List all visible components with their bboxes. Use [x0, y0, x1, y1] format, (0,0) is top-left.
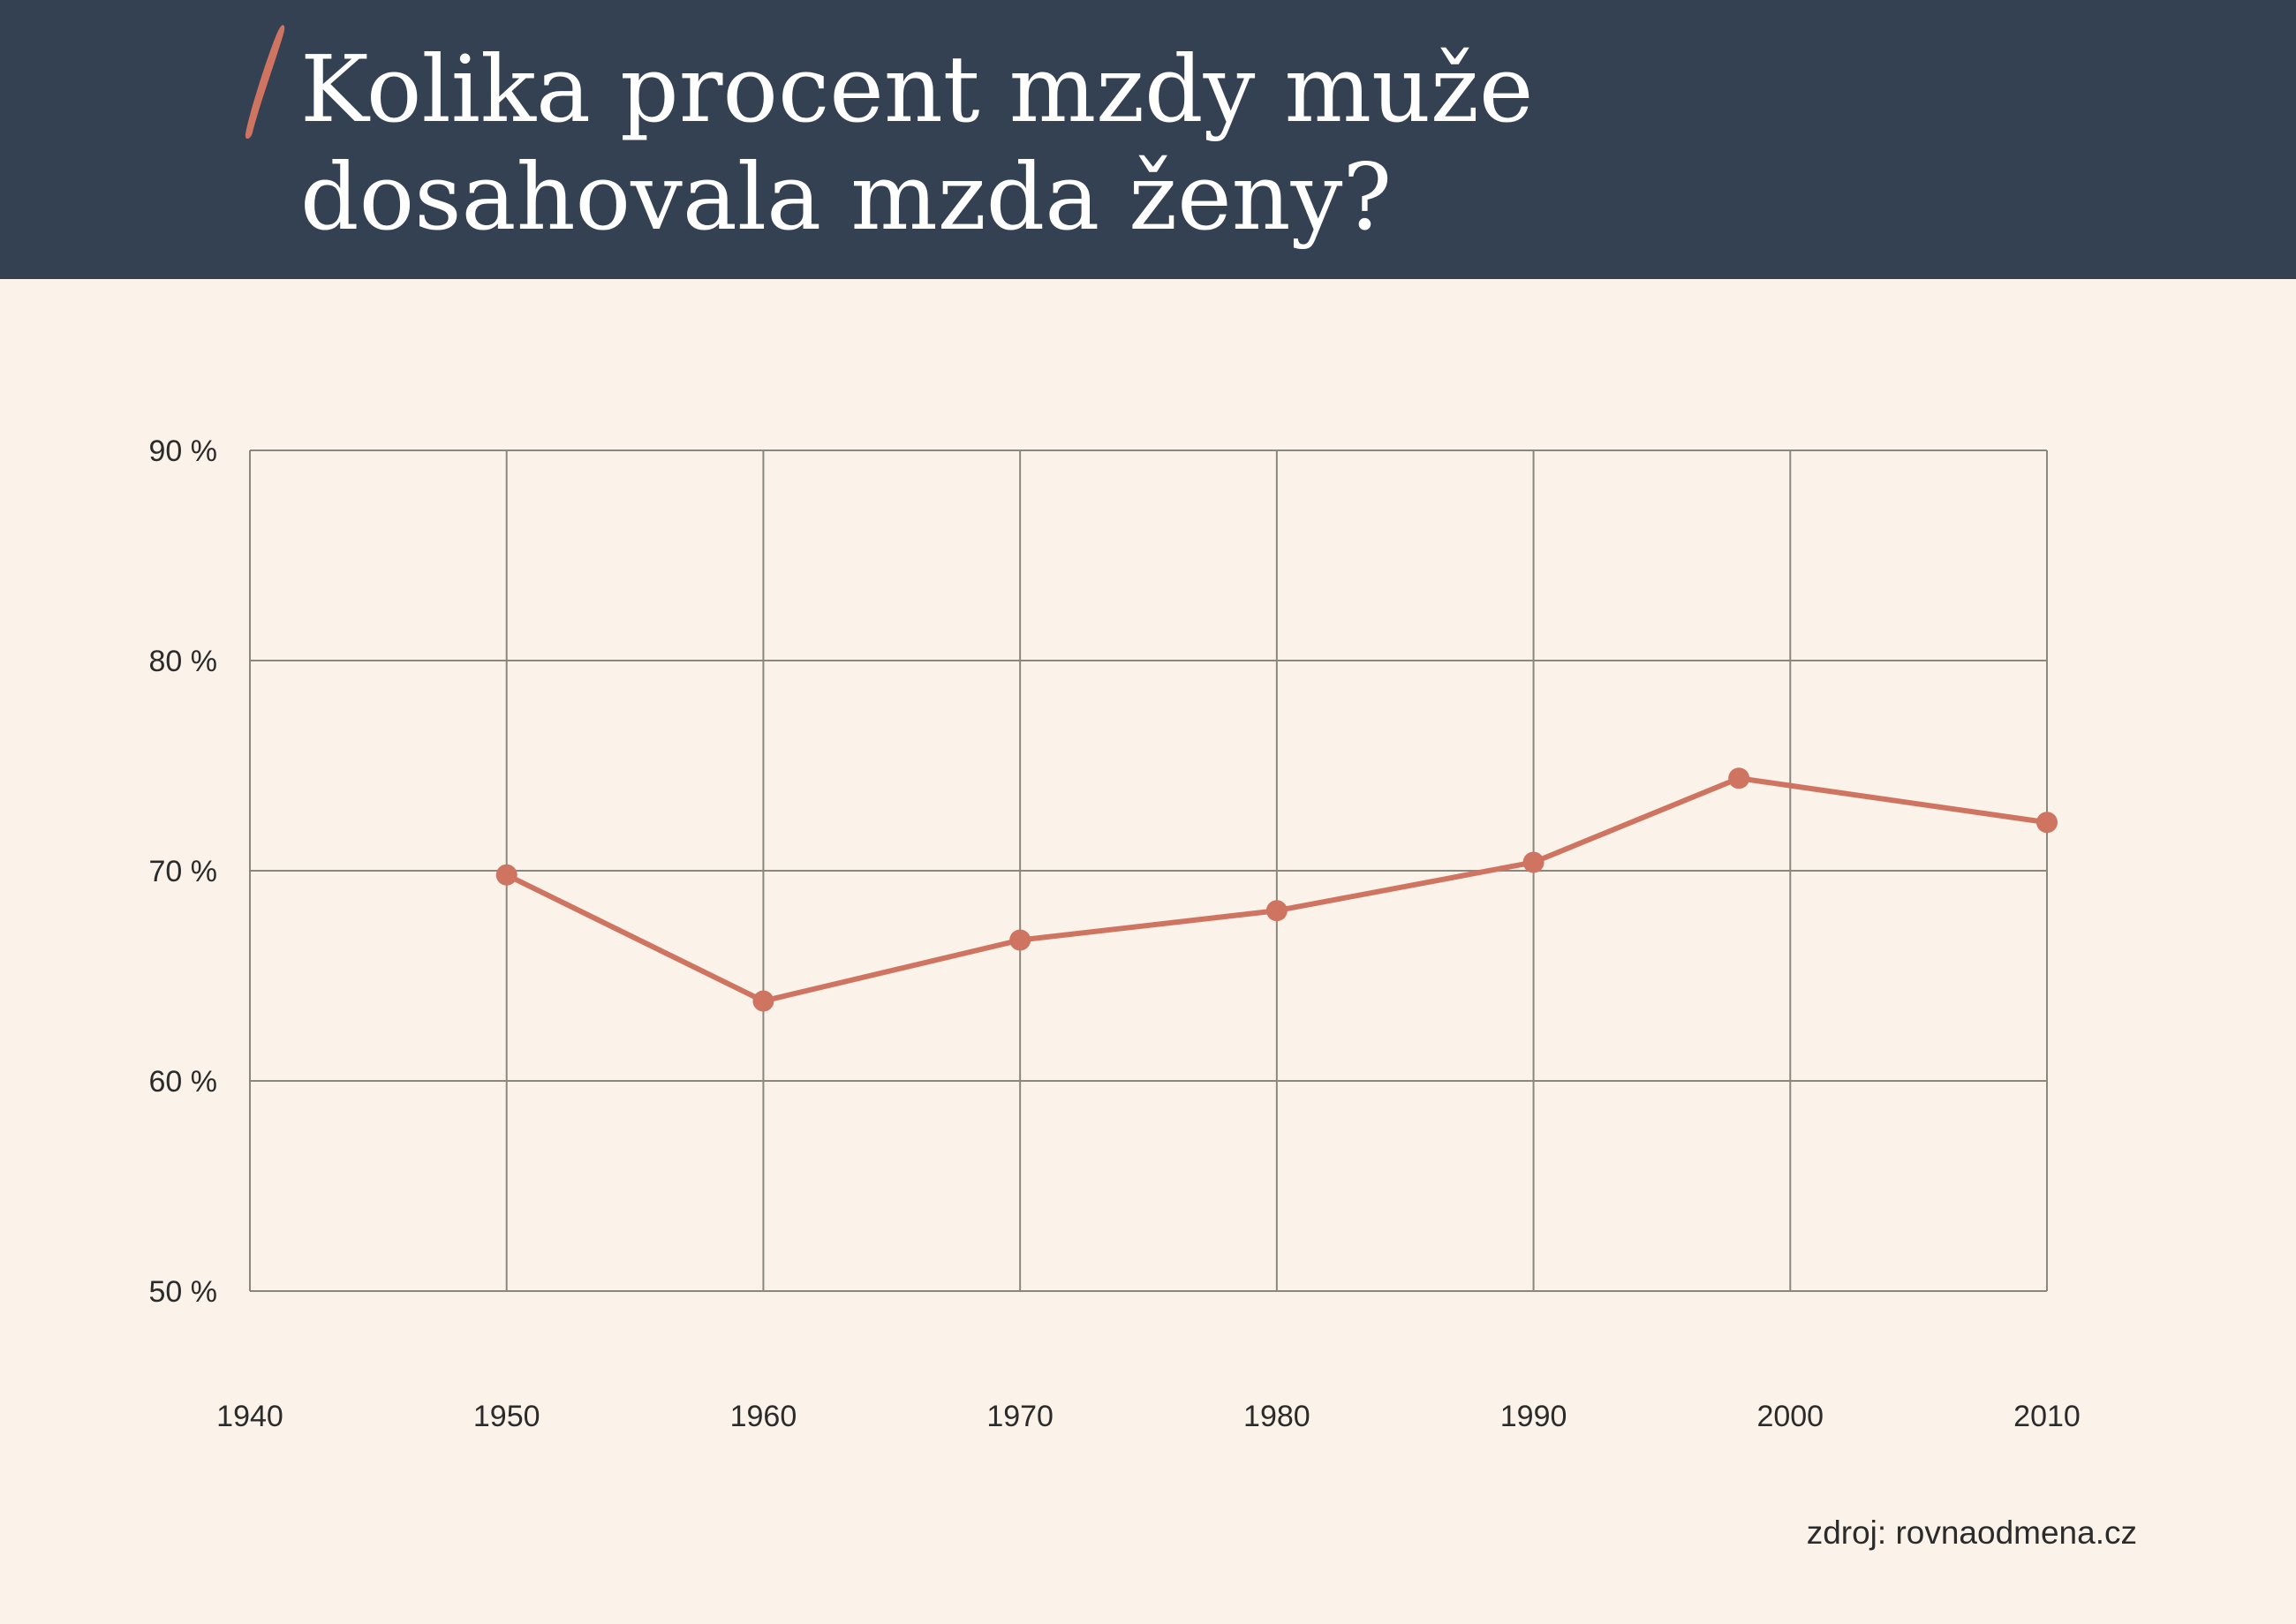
- x-tick-label: 1970: [986, 1400, 1054, 1433]
- x-tick-label: 2010: [2013, 1400, 2081, 1433]
- y-tick-label: 80 %: [149, 645, 218, 678]
- title-line-1: Kolika procent mzdy muže: [300, 35, 1534, 143]
- header-banner: Kolika procent mzdy muže dosahovala mzda…: [0, 0, 2296, 279]
- y-tick-label: 60 %: [149, 1065, 218, 1099]
- x-tick-label: 1990: [1500, 1400, 1567, 1433]
- chart-grid: [249, 449, 2048, 1292]
- y-axis-labels: 50 % 60 % 70 % 80 % 90 %: [149, 434, 218, 1309]
- chart-series: [495, 767, 2058, 1012]
- data-point: [1265, 900, 1288, 922]
- x-tick-label: 2000: [1756, 1400, 1824, 1433]
- title-line-2: dosahovala mzda ženy?: [300, 143, 1393, 251]
- y-tick-label: 90 %: [149, 434, 218, 468]
- data-point: [752, 990, 774, 1012]
- page-title: Kolika procent mzdy muže dosahovala mzda…: [300, 35, 1801, 251]
- data-point: [2036, 812, 2058, 834]
- y-tick-label: 70 %: [149, 855, 218, 888]
- accent-stroke-icon: [245, 25, 285, 140]
- y-tick-label: 50 %: [149, 1275, 218, 1309]
- x-tick-label: 1940: [216, 1400, 283, 1433]
- x-tick-label: 1950: [473, 1400, 540, 1433]
- source-note: zdroj: rovnaodmena.cz: [1806, 1514, 2137, 1551]
- x-tick-label: 1960: [730, 1400, 797, 1433]
- data-point: [495, 864, 517, 886]
- data-point: [1009, 929, 1031, 951]
- x-axis-labels: 1940 1950 1960 1970 1980 1990 2000 2010: [216, 1400, 2081, 1433]
- data-point: [1522, 851, 1545, 873]
- data-point: [1728, 767, 1750, 789]
- x-tick-label: 1980: [1243, 1400, 1310, 1433]
